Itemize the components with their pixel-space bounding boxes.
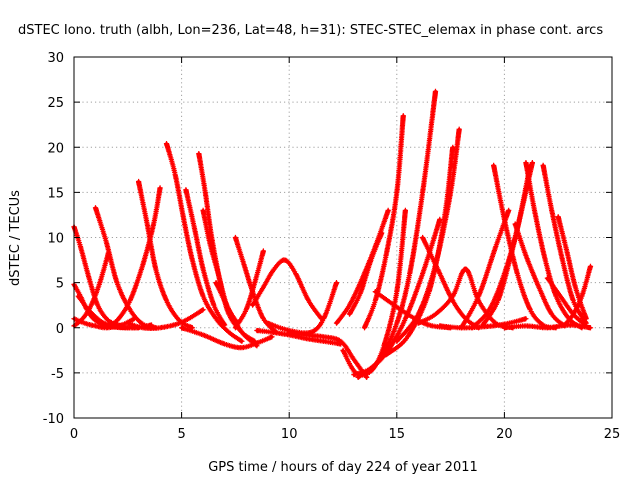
data-point-marker <box>402 207 408 213</box>
series-arc-32 <box>420 234 482 331</box>
data-point-marker <box>379 230 385 236</box>
y-tick-label: 15 <box>47 186 64 201</box>
data-point-marker <box>333 280 340 286</box>
series-arc-41 <box>501 322 594 331</box>
y-tick-label: 5 <box>56 277 64 292</box>
series-arc-line <box>335 208 390 325</box>
data-point-marker <box>364 374 370 380</box>
data-point-marker <box>222 322 228 328</box>
data-point-marker <box>200 307 206 313</box>
x-tick-label: 15 <box>389 427 406 442</box>
x-tick-label: 5 <box>177 427 185 442</box>
data-point-marker <box>400 113 406 119</box>
series-arc-31 <box>437 316 529 331</box>
data-point-marker <box>260 315 266 321</box>
y-axis-label: dSTEC / TECUs <box>8 190 23 286</box>
series-arc-16 <box>232 248 266 331</box>
x-tick-label: 20 <box>496 427 513 442</box>
series-arc-8 <box>125 307 206 331</box>
series-arc-9 <box>163 141 245 344</box>
axis-ticks <box>73 56 613 419</box>
series-arc-14 <box>179 325 275 351</box>
series-arc-35 <box>480 160 535 328</box>
x-axis-label: GPS time / hours of day 224 of year 2011 <box>208 460 478 475</box>
y-tick-label: -5 <box>51 367 64 382</box>
series-arc-6 <box>103 185 163 330</box>
series-arc-43 <box>544 275 589 329</box>
chart-title: dSTEC Iono. truth (albh, Lon=236, Lat=48… <box>18 23 603 38</box>
grid-lines <box>74 57 612 418</box>
data-point-marker <box>523 316 529 322</box>
data-point-marker <box>432 88 439 94</box>
data-point-marker <box>269 334 275 340</box>
y-tick-label: 20 <box>47 141 64 156</box>
series-arc-23 <box>346 230 385 317</box>
series-arc-33 <box>458 207 512 331</box>
data-point-marker <box>529 160 535 166</box>
data-point-marker <box>385 207 391 213</box>
series-arc-36 <box>491 162 559 331</box>
y-tick-label: -10 <box>43 412 64 427</box>
series-arc-25 <box>355 88 439 380</box>
y-tick-label: 30 <box>47 51 64 66</box>
axis-tick-labels: 0 5 10 15 20 25 -10 -5 0 5 10 15 20 25 30 <box>43 51 621 442</box>
x-tick-label: 10 <box>281 427 298 442</box>
data-point-marker <box>157 185 163 191</box>
data-point-marker <box>456 126 462 132</box>
data-point-marker <box>260 248 266 254</box>
data-series <box>71 88 594 380</box>
x-tick-label: 0 <box>70 427 78 442</box>
data-point-marker <box>239 338 245 344</box>
data-point-marker <box>587 325 594 331</box>
data-point-marker <box>548 310 554 316</box>
series-arc-10 <box>183 187 228 328</box>
y-tick-label: 0 <box>56 322 64 337</box>
data-point-marker <box>587 263 594 269</box>
series-arc-40 <box>555 214 589 322</box>
series-arc-18 <box>254 327 344 347</box>
series-arc-17 <box>250 257 325 322</box>
data-point-marker <box>506 207 512 213</box>
data-point-marker <box>583 323 589 329</box>
data-point-marker <box>476 325 482 331</box>
series-arc-11 <box>196 151 258 344</box>
x-tick-label: 25 <box>604 427 621 442</box>
data-point-marker <box>583 316 589 322</box>
y-tick-label: 25 <box>47 96 64 111</box>
series-arc-7 <box>136 178 195 331</box>
series-arc-42 <box>562 263 594 328</box>
y-tick-label: 10 <box>47 232 64 247</box>
